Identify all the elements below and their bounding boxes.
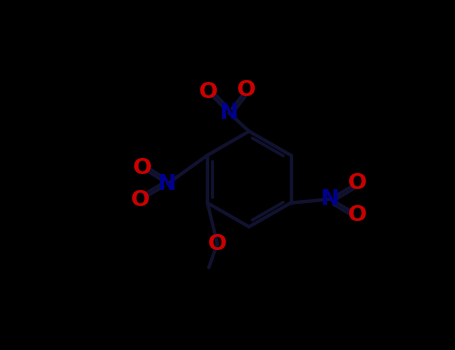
Text: O: O	[208, 234, 227, 254]
Text: O: O	[348, 205, 367, 225]
Text: O: O	[132, 158, 152, 177]
Text: N: N	[321, 189, 340, 209]
Text: N: N	[220, 103, 238, 123]
Text: N: N	[158, 174, 177, 194]
Text: O: O	[237, 80, 256, 100]
Text: O: O	[348, 173, 367, 193]
Text: O: O	[131, 190, 150, 210]
Text: O: O	[199, 82, 218, 102]
